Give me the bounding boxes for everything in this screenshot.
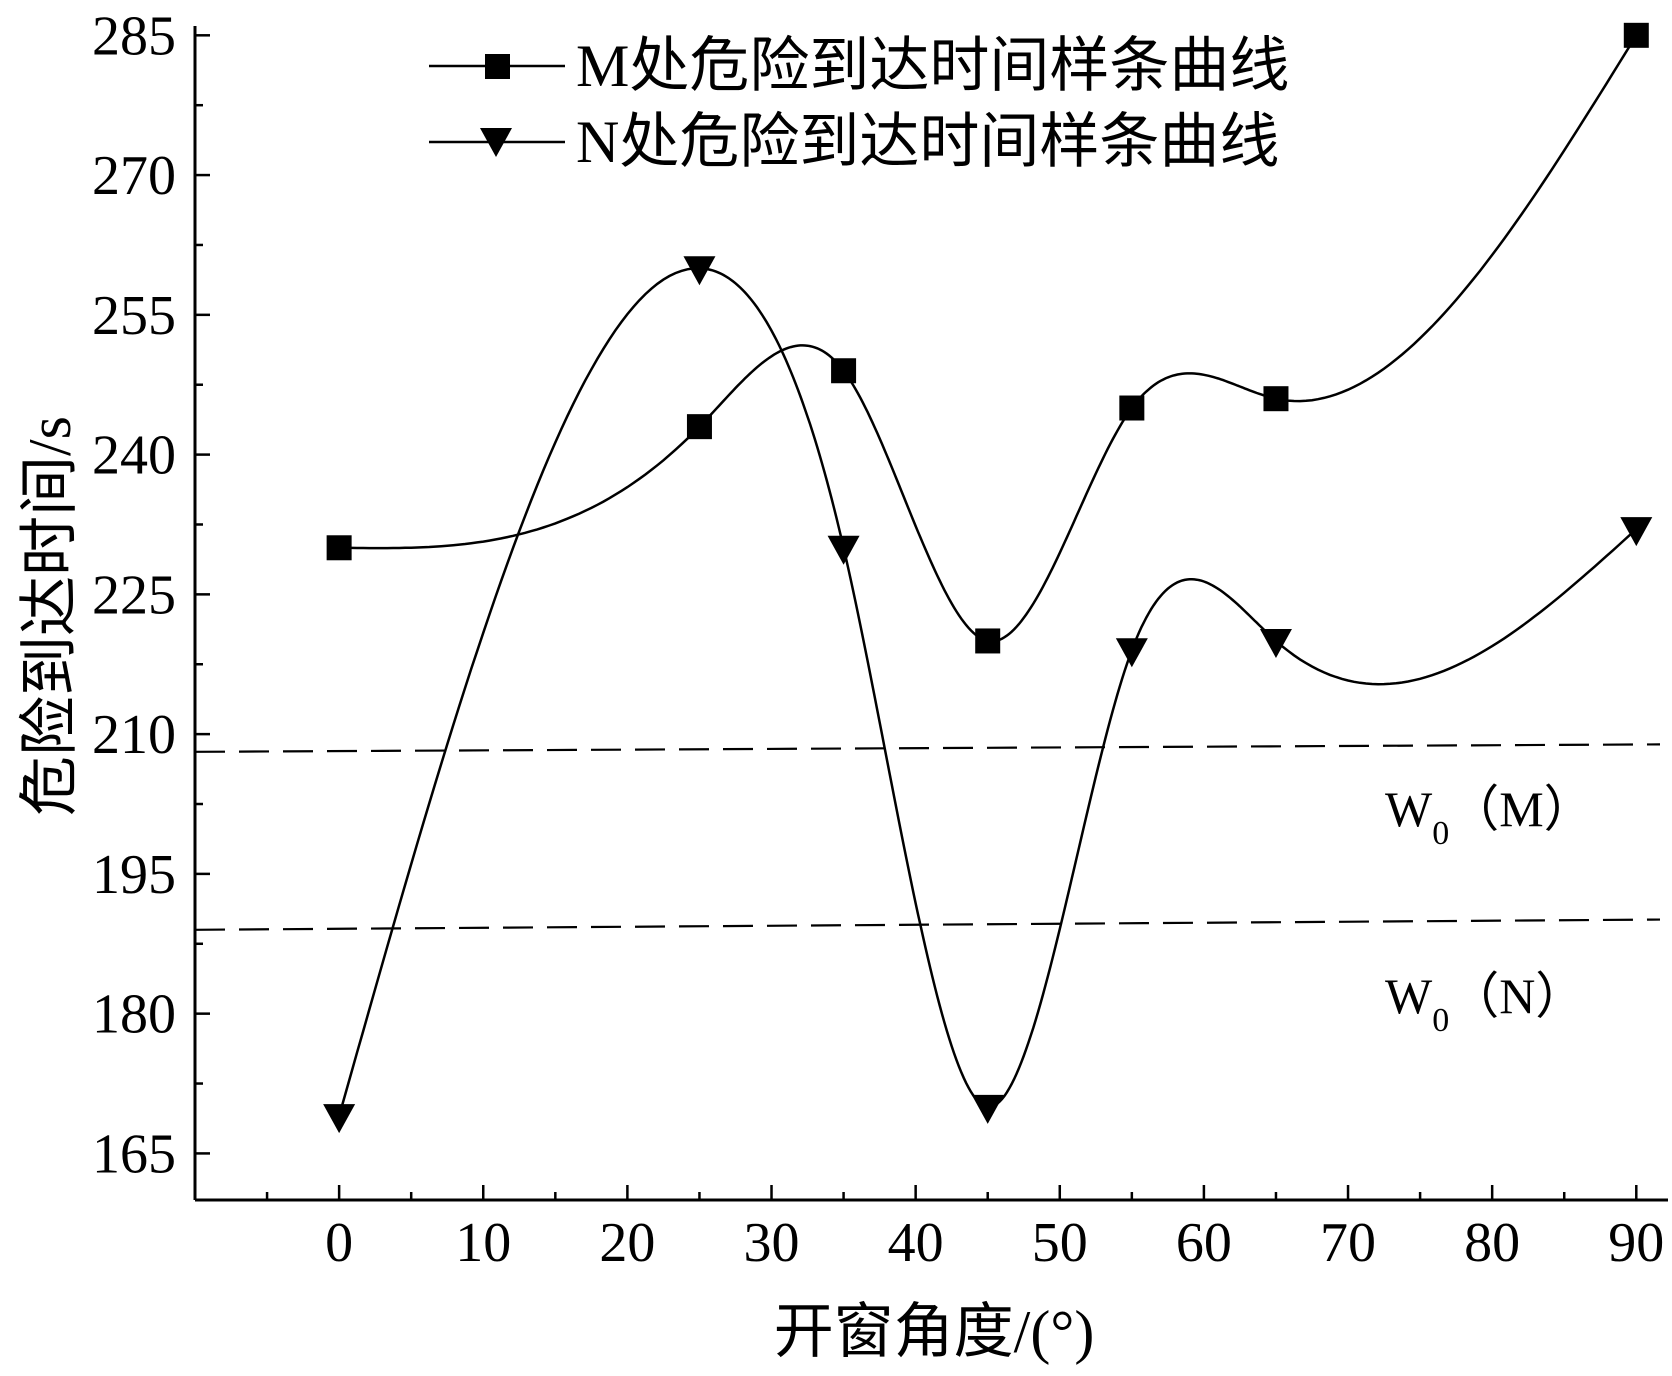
series-n-point	[971, 1094, 1004, 1124]
y-tick-label: 285	[92, 5, 176, 67]
series-m-point	[831, 358, 857, 384]
y-tick-label: 225	[92, 564, 176, 626]
series-n-point	[323, 1104, 356, 1134]
x-tick-label: 80	[1464, 1212, 1520, 1274]
series-m-point	[975, 628, 1001, 654]
series-n-point	[1620, 517, 1653, 547]
reference-lines	[194, 743, 1661, 931]
ref-label-n-main: W	[1385, 968, 1433, 1024]
y-tick-label: 180	[92, 984, 176, 1046]
series-n-point	[1259, 628, 1292, 658]
y-tick-label: 195	[92, 844, 176, 906]
axes	[193, 26, 1668, 1202]
legend-item-n: N处危险到达时间样条曲线	[429, 109, 1279, 175]
ref-label-m-main: W	[1385, 781, 1433, 837]
ref-label-n-sub: 0	[1432, 1002, 1449, 1039]
ref-label-m-sub: 0	[1432, 815, 1449, 852]
series-m-point	[686, 414, 712, 440]
ref-label-m-suffix: （M）	[1449, 781, 1593, 837]
x-tick-label: 60	[1176, 1212, 1232, 1274]
legend-marker-square	[485, 54, 510, 79]
y-tick-label: 255	[92, 285, 176, 347]
series-m-point	[1119, 395, 1145, 421]
series-n-point	[683, 256, 716, 286]
reference-line-m	[194, 743, 1661, 753]
x-tick-label: 20	[599, 1212, 655, 1274]
series-m-point	[326, 535, 352, 561]
y-tick-label: 210	[92, 704, 176, 766]
y-tick-label: 270	[92, 145, 176, 207]
series-n-point	[1115, 638, 1148, 668]
ref-label-m: W0（M）	[1385, 781, 1594, 852]
legend-item-m: M处危险到达时间样条曲线	[429, 33, 1289, 99]
series-m-point	[1623, 22, 1649, 48]
x-tick-label: 10	[455, 1212, 511, 1274]
series-n-curve	[337, 267, 1638, 1117]
legend-marker-triangle	[480, 128, 512, 157]
ref-label-n: W0（N）	[1385, 968, 1585, 1039]
x-tick-label: 70	[1320, 1212, 1376, 1274]
series-n-point	[827, 535, 860, 565]
series-markers	[323, 22, 1653, 1134]
ticks: 165 180 195 210 225 240 255 270 285 0 10 20 30 40 50 60…	[92, 5, 1664, 1274]
series-m-point	[1263, 386, 1289, 412]
legend-label-n: N处危险到达时间样条曲线	[576, 109, 1279, 175]
y-axis-title: 危险到达时间/s	[17, 416, 83, 816]
x-tick-label: 90	[1608, 1212, 1664, 1274]
x-tick-label: 0	[325, 1212, 353, 1274]
x-tick-label: 50	[1032, 1212, 1088, 1274]
y-tick-label: 240	[92, 425, 176, 487]
ref-label-n-suffix: （N）	[1449, 968, 1585, 1024]
reference-line-n	[194, 918, 1661, 931]
legend-label-m: M处危险到达时间样条曲线	[576, 33, 1289, 99]
series-curves	[337, 34, 1638, 1117]
legend: M处危险到达时间样条曲线 N处危险到达时间样条曲线	[429, 33, 1289, 175]
x-tick-label: 40	[888, 1212, 944, 1274]
y-tick-label: 165	[92, 1123, 176, 1185]
x-tick-label: 30	[744, 1212, 800, 1274]
x-axis-title: 开窗角度/(°)	[774, 1299, 1095, 1365]
